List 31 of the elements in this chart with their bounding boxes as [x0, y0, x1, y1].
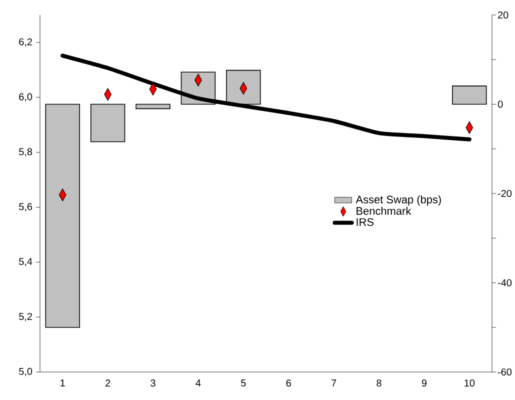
y2-tick-label: -20 — [498, 190, 512, 198]
y2-tick-label: 20 — [498, 11, 508, 19]
y-tick-label: 5,0 — [19, 368, 32, 376]
y-tick-label: 6,0 — [19, 93, 32, 102]
x-tick-label: 9 — [422, 380, 427, 387]
legend-label: Asset Swap (bps) — [356, 195, 441, 206]
bar — [226, 70, 261, 105]
y-tick-label: 5,4 — [19, 258, 32, 266]
x-tick-label: 1 — [60, 380, 65, 386]
y-tick-label: 6,2 — [19, 38, 32, 47]
y2-tick-label: -40 — [498, 279, 512, 286]
y-tick-label: 5,8 — [19, 148, 32, 156]
legend-label: Benchmark — [356, 206, 412, 215]
x-tick-label: 7 — [332, 380, 336, 386]
x-tick-label: 5 — [241, 380, 246, 386]
y-tick-label: 5,2 — [19, 312, 32, 322]
bar — [45, 104, 80, 328]
x-tick-label: 8 — [376, 380, 382, 387]
x-tick-label: 6 — [286, 380, 291, 387]
line-series — [60, 54, 472, 142]
bar — [136, 104, 170, 110]
x-tick-label: 3 — [150, 380, 156, 387]
legend-label: IRS — [356, 218, 374, 226]
x-tick-label: 2 — [106, 380, 110, 386]
x-tick-label: 4 — [196, 380, 201, 386]
x-tick-label: 10 — [464, 380, 475, 387]
y-tick-label: 5,6 — [19, 203, 32, 212]
bar — [452, 86, 487, 105]
y2-tick-label: 0 — [498, 100, 503, 108]
bar — [90, 104, 126, 142]
y2-tick-label: -60 — [498, 368, 512, 376]
